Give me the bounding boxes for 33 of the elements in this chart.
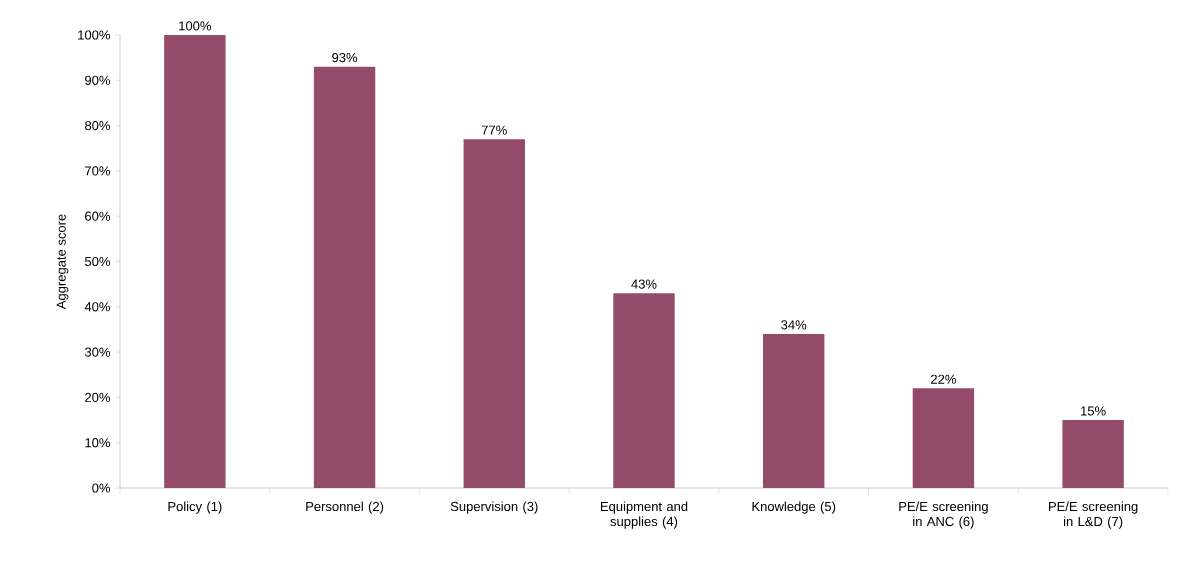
y-tick-label: 0% — [92, 483, 110, 493]
data-label: 22% — [931, 374, 956, 384]
x-tick-label: PE/E screening in ANC (6) — [899, 501, 988, 529]
x-tick-label: Policy (1) — [168, 501, 222, 514]
x-tick-label: PE/E screening in L&D (7) — [1049, 501, 1138, 529]
data-label: 93% — [332, 52, 358, 63]
bar — [912, 388, 975, 488]
y-tick-label: 30% — [84, 347, 110, 357]
y-tick-label: 70% — [85, 166, 110, 176]
y-tick-label: 40% — [84, 302, 110, 312]
x-tick-label: Supervision (3) — [450, 501, 538, 514]
bar — [164, 34, 226, 488]
bar — [763, 333, 825, 488]
x-tick-label: Knowledge (5) — [752, 501, 836, 514]
y-tick-label: 100% — [78, 30, 110, 40]
y-tick-label: 80% — [85, 120, 110, 131]
y-tick-label: 90% — [85, 75, 110, 85]
bar — [613, 293, 675, 488]
data-label: 43% — [631, 279, 657, 289]
y-tick-label: 10% — [85, 438, 110, 448]
data-label: 15% — [1081, 406, 1106, 416]
y-tick-label: 20% — [85, 392, 110, 402]
bar — [313, 66, 376, 488]
bar — [1062, 420, 1124, 488]
x-tick-label: Personnel (2) — [306, 501, 384, 514]
y-axis-title: Aggregate score — [56, 214, 69, 310]
x-tick-label: Equipment and supplies (4) — [600, 501, 688, 529]
data-label: 100% — [179, 21, 212, 31]
bar — [463, 139, 525, 488]
y-tick-label: 60% — [85, 211, 110, 221]
data-label: 34% — [781, 320, 807, 330]
y-tick-label: 50% — [84, 256, 110, 267]
data-label: 77% — [481, 125, 507, 135]
